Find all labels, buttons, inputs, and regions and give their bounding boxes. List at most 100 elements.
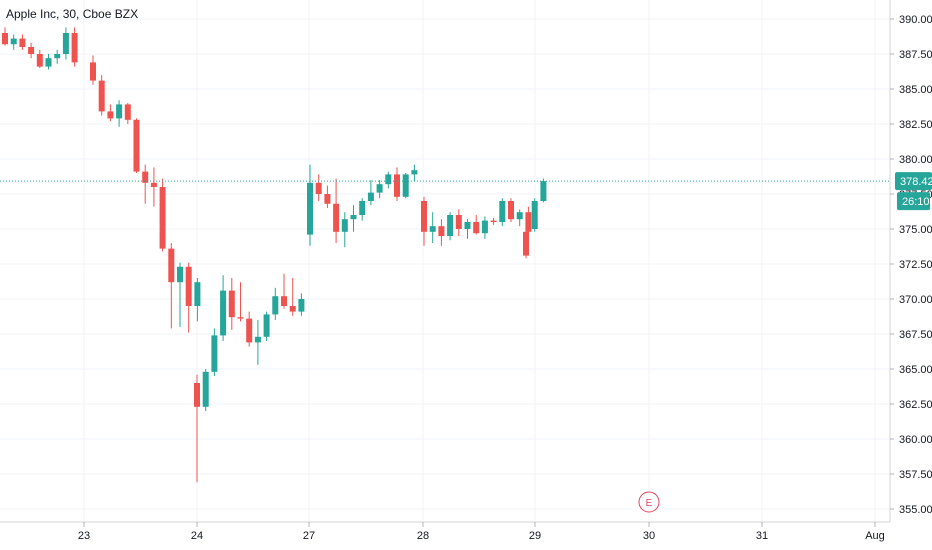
candle-body[interactable]: [289, 306, 296, 312]
candle[interactable]: [54, 49, 61, 64]
candle-body[interactable]: [194, 282, 201, 306]
candle-body[interactable]: [45, 58, 52, 67]
candle-body[interactable]: [177, 266, 183, 283]
candle-body[interactable]: [490, 220, 497, 222]
candle[interactable]: [315, 174, 322, 201]
price-axis-background[interactable]: [890, 0, 932, 550]
candle[interactable]: [324, 185, 331, 208]
candle[interactable]: [531, 198, 538, 232]
earnings-marker[interactable]: E: [638, 491, 660, 513]
candle[interactable]: [367, 180, 374, 206]
candle[interactable]: [254, 320, 261, 365]
candle-body[interactable]: [324, 194, 331, 204]
candle-body[interactable]: [411, 170, 418, 175]
candle-body[interactable]: [202, 371, 209, 407]
candle[interactable]: [359, 198, 366, 221]
candle[interactable]: [246, 311, 253, 347]
candle[interactable]: [333, 178, 340, 243]
candle-body[interactable]: [71, 33, 78, 63]
candle[interactable]: [220, 275, 227, 341]
candle[interactable]: [447, 212, 454, 241]
candle-body[interactable]: [124, 104, 131, 120]
candle[interactable]: [540, 178, 547, 203]
candle[interactable]: [71, 27, 78, 67]
candle[interactable]: [116, 100, 123, 127]
candle[interactable]: [202, 369, 209, 411]
candle[interactable]: [142, 164, 149, 204]
candle[interactable]: [28, 42, 35, 59]
candle-body[interactable]: [220, 290, 227, 336]
candle-body[interactable]: [10, 38, 17, 45]
candle-body[interactable]: [341, 219, 348, 232]
candle-body[interactable]: [429, 226, 436, 232]
candle[interactable]: [194, 278, 201, 322]
candle[interactable]: [341, 212, 348, 248]
candle[interactable]: [490, 217, 497, 225]
earnings-icon[interactable]: [638, 491, 660, 513]
candle[interactable]: [438, 219, 445, 246]
candle-body[interactable]: [159, 187, 166, 249]
candle[interactable]: [499, 198, 506, 227]
candle-body[interactable]: [211, 335, 218, 372]
candle[interactable]: [289, 278, 296, 316]
price-axis[interactable]: 390.00387.50385.00382.50380.00377.50375.…: [890, 14, 932, 516]
candle[interactable]: [177, 262, 183, 327]
candle[interactable]: [159, 178, 166, 252]
candle[interactable]: [429, 212, 436, 243]
candle[interactable]: [19, 34, 26, 50]
candle[interactable]: [307, 164, 313, 246]
candle-body[interactable]: [28, 47, 35, 54]
candle-body[interactable]: [168, 248, 175, 283]
candle-body[interactable]: [228, 290, 235, 318]
candle[interactable]: [150, 167, 157, 207]
candle-body[interactable]: [385, 174, 392, 185]
candle-body[interactable]: [333, 203, 340, 232]
candle-body[interactable]: [116, 104, 123, 119]
candle[interactable]: [124, 103, 131, 124]
candle-body[interactable]: [107, 111, 114, 119]
candle[interactable]: [281, 273, 287, 309]
candle-body[interactable]: [19, 38, 26, 47]
candle-body[interactable]: [254, 336, 261, 343]
candle-body[interactable]: [367, 192, 374, 201]
candle[interactable]: [45, 54, 52, 70]
candle[interactable]: [98, 75, 105, 116]
candle[interactable]: [2, 27, 8, 46]
candle-body[interactable]: [298, 299, 305, 312]
time-axis[interactable]: 23 24 27 28 29 30 31 Aug: [78, 522, 885, 542]
candle[interactable]: [211, 328, 218, 376]
candle-body[interactable]: [516, 212, 523, 220]
candle[interactable]: [228, 278, 235, 330]
candle[interactable]: [508, 198, 514, 222]
candle[interactable]: [350, 205, 357, 232]
candle[interactable]: [263, 311, 270, 341]
candle-body[interactable]: [376, 184, 383, 193]
candle-body[interactable]: [62, 33, 69, 54]
candle-body[interactable]: [185, 266, 192, 306]
candle[interactable]: [237, 282, 244, 322]
candle[interactable]: [10, 34, 17, 50]
candle-body[interactable]: [394, 174, 400, 197]
candle-body[interactable]: [481, 220, 488, 234]
candle-body[interactable]: [540, 181, 547, 201]
candle-body[interactable]: [150, 182, 157, 187]
candle-body[interactable]: [194, 383, 200, 407]
candle-body[interactable]: [90, 62, 96, 81]
candle[interactable]: [455, 209, 462, 236]
candle[interactable]: [36, 49, 43, 68]
candle[interactable]: [168, 243, 175, 329]
candle-body[interactable]: [315, 182, 322, 194]
candle-body[interactable]: [237, 317, 244, 319]
candle-body[interactable]: [455, 215, 462, 229]
candle-body[interactable]: [359, 201, 366, 215]
candle[interactable]: [107, 104, 114, 122]
candle[interactable]: [376, 180, 383, 199]
candle[interactable]: [185, 262, 192, 333]
candle-body[interactable]: [402, 174, 409, 197]
candle-body[interactable]: [133, 119, 140, 172]
candle[interactable]: [394, 167, 400, 201]
candle-body[interactable]: [499, 201, 506, 222]
candle[interactable]: [62, 27, 69, 60]
